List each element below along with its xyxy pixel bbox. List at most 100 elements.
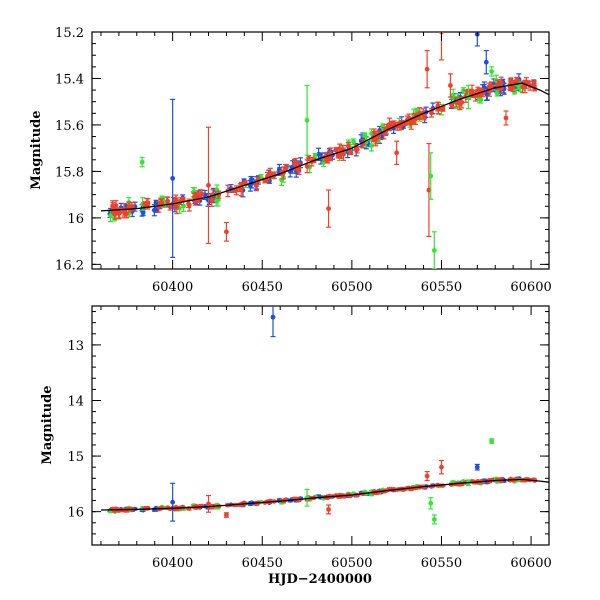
data-point-red <box>110 203 116 209</box>
x-tick-label: 60450 <box>242 556 283 571</box>
data-point-red <box>326 507 331 512</box>
data-point-red <box>510 84 516 90</box>
data-point-green <box>369 143 374 148</box>
data-point-red <box>531 81 537 86</box>
data-point-red <box>525 80 531 86</box>
data-point-red <box>206 182 211 188</box>
data-point-red <box>165 198 171 204</box>
x-tick-label: 60500 <box>331 556 372 571</box>
data-point-red <box>345 143 351 149</box>
data-point-blue <box>170 175 176 181</box>
plot-area <box>100 306 549 525</box>
data-point-blue <box>474 464 480 470</box>
data-point-red <box>333 147 339 153</box>
y-tick-label: 15 <box>67 450 84 465</box>
y-tick-label: 15.2 <box>55 26 84 41</box>
data-point-red <box>186 202 192 208</box>
data-point-green <box>431 248 437 253</box>
data-point-green <box>431 517 437 522</box>
y-tick-label: 13 <box>67 339 84 354</box>
data-point-red <box>180 197 186 202</box>
data-point-red <box>165 505 170 510</box>
data-point-red <box>304 163 310 169</box>
data-point-red <box>449 102 455 108</box>
bottom-y-axis-label: Magnitude <box>40 385 55 464</box>
data-point-red <box>254 183 259 189</box>
top-data-points <box>100 32 549 269</box>
data-point-red <box>306 155 312 161</box>
data-point-red <box>429 110 434 116</box>
y-tick-label: 16 <box>67 212 84 227</box>
data-point-blue <box>270 314 276 320</box>
data-point-green <box>351 139 356 145</box>
data-point-red <box>158 200 164 206</box>
y-tick-label: 14 <box>67 394 84 409</box>
x-tick-label: 60600 <box>510 280 551 295</box>
data-point-red <box>122 210 127 216</box>
data-point-red <box>348 150 353 155</box>
bottom-axis-ticks: 60400 60450 60500 60550 60600 13 14 15 16 <box>67 306 552 571</box>
data-point-red <box>283 165 289 171</box>
data-point-red <box>337 146 343 152</box>
bottom-panel: 60400 60450 60500 60550 60600 13 14 15 16 Magnit… <box>40 305 552 587</box>
bottom-plot-frame <box>91 305 550 546</box>
data-point-red <box>371 130 377 135</box>
top-y-axis-label: Magnitude <box>29 110 44 189</box>
model-curve <box>100 478 549 511</box>
data-point-red <box>440 106 446 112</box>
data-point-red <box>439 464 444 470</box>
data-point-red <box>199 191 205 197</box>
data-point-green <box>428 173 434 179</box>
data-point-red <box>424 66 430 72</box>
y-tick-label: 16 <box>67 506 84 521</box>
y-tick-label: 15.8 <box>55 165 84 180</box>
data-point-green <box>489 69 495 74</box>
x-tick-label: 60450 <box>242 280 283 295</box>
x-tick-label: 60550 <box>421 556 462 571</box>
data-point-red <box>520 84 526 90</box>
model-curve <box>100 82 549 212</box>
data-point-green <box>139 159 145 165</box>
data-point-red <box>421 113 427 119</box>
data-point-blue <box>483 59 489 65</box>
data-point-red <box>495 82 501 88</box>
x-tick-label: 60400 <box>152 556 193 571</box>
plot-area <box>100 32 549 269</box>
top-plot-frame <box>91 31 550 270</box>
data-point-red <box>387 122 392 127</box>
data-point-green <box>304 495 310 501</box>
data-point-green <box>494 90 500 96</box>
data-point-red <box>326 206 331 211</box>
x-tick-label: 60500 <box>331 280 372 295</box>
data-point-red <box>142 201 148 207</box>
data-point-red <box>113 203 119 209</box>
data-point-blue <box>151 207 157 213</box>
data-point-red <box>193 192 199 198</box>
data-point-blue <box>153 199 159 205</box>
y-tick-label: 15.4 <box>55 72 84 87</box>
data-point-red <box>514 77 520 83</box>
data-point-red <box>503 115 509 121</box>
x-tick-label: 60400 <box>152 280 193 295</box>
data-point-red <box>293 161 299 167</box>
data-point-green <box>108 213 114 219</box>
data-point-green <box>362 132 368 138</box>
data-point-red <box>457 101 463 106</box>
data-point-green <box>489 438 495 444</box>
top-axis-ticks: 60400 60450 60500 60550 60600 15.2 15.4 15.6 15.… <box>55 26 552 295</box>
data-point-red <box>489 83 494 89</box>
bottom-data-points <box>100 306 549 525</box>
data-point-red <box>424 473 430 479</box>
data-point-red <box>129 204 135 210</box>
data-point-red <box>341 151 346 157</box>
x-axis-label: HJD−2400000 <box>268 572 372 587</box>
data-point-red <box>224 229 229 235</box>
data-point-red <box>206 501 211 507</box>
data-point-red <box>448 83 453 88</box>
y-tick-label: 16.2 <box>55 258 84 273</box>
data-point-green <box>428 500 434 506</box>
y-tick-label: 15.6 <box>55 119 84 134</box>
data-point-green <box>304 117 310 123</box>
x-tick-label: 60600 <box>510 556 551 571</box>
